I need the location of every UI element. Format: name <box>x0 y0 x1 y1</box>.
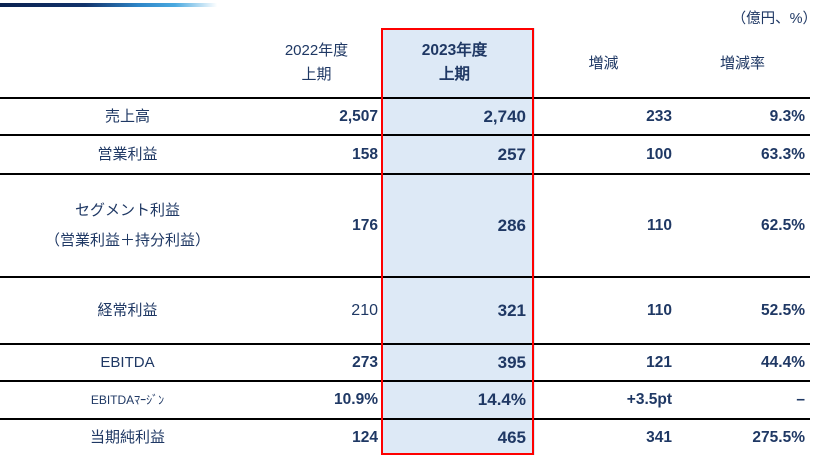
change-rate-value: 9.3% <box>769 107 805 125</box>
change-rate-value: 44.4% <box>761 353 805 371</box>
fy2022-value: 176 <box>352 216 378 234</box>
change-rate-value: – <box>796 391 805 408</box>
row-label: EBITDAﾏｰｼﾞﾝ <box>90 393 165 407</box>
change-rate-value: 275.5% <box>752 428 805 446</box>
header-fy2022: 2022年度 上期 <box>255 28 383 97</box>
row-label: 経常利益 <box>97 301 158 319</box>
row-label-line1: セグメント利益 <box>74 201 180 219</box>
fy2023-value: 286 <box>383 175 535 276</box>
table-row-ebitda-margin: EBITDAﾏｰｼﾞﾝ 10.9% 14.4% +3.5pt – <box>0 380 810 418</box>
fy2023-value: 257 <box>383 136 535 173</box>
header-fy2023-line1: 2023年度 <box>421 41 488 59</box>
fy2022-value: 10.9% <box>334 391 378 408</box>
fy2022-value: 2,507 <box>339 107 378 125</box>
row-label: 当期純利益 <box>89 428 165 446</box>
row-label-line2: （営業利益＋持分利益） <box>44 231 210 249</box>
table-row-net-income: 当期純利益 124 465 341 275.5% <box>0 418 810 455</box>
change-value: 341 <box>646 428 672 446</box>
header-empty-cell <box>0 28 255 97</box>
header-fy2022-line1: 2022年度 <box>284 41 349 59</box>
fy2022-value: 210 <box>351 301 378 319</box>
fy2023-value: 321 <box>383 278 535 343</box>
row-label: 売上高 <box>104 107 150 125</box>
change-rate-value: 63.3% <box>761 145 805 163</box>
fy2022-value: 124 <box>352 428 378 446</box>
change-value: 110 <box>646 301 672 319</box>
unit-note: （億円、%） <box>731 11 817 27</box>
table-header-row: 2022年度 上期 2023年度 上期 増減 増減率 <box>0 28 810 97</box>
fy2022-value: 158 <box>352 145 378 163</box>
change-rate-value: 62.5% <box>761 216 805 234</box>
change-value: +3.5pt <box>626 391 672 408</box>
change-value: 121 <box>646 353 672 371</box>
fy2023-value: 395 <box>383 345 535 380</box>
financial-results-table: 2022年度 上期 2023年度 上期 増減 増減率 売上高 2,507 2,7… <box>0 28 810 455</box>
row-label: セグメント利益 （営業利益＋持分利益） <box>0 175 255 276</box>
decorative-gradient-line <box>0 3 224 7</box>
fy2022-value: 273 <box>352 353 378 371</box>
change-rate-value: 52.5% <box>761 301 805 319</box>
row-label: 営業利益 <box>97 145 158 163</box>
header-fy2022-line2: 上期 <box>301 65 332 83</box>
header-change: 増減 <box>588 55 619 72</box>
table-row-ebitda: EBITDA 273 395 121 44.4% <box>0 343 810 380</box>
table-row-operating-income: 営業利益 158 257 100 63.3% <box>0 134 810 173</box>
change-value: 100 <box>646 145 672 163</box>
header-fy2023-line2: 上期 <box>438 65 470 83</box>
fy2023-value: 465 <box>383 420 535 455</box>
table-row-segment-income: セグメント利益 （営業利益＋持分利益） 176 286 110 62.5% <box>0 173 810 276</box>
table-row-ordinary-income: 経常利益 210 321 110 52.5% <box>0 276 810 343</box>
header-change-rate: 増減率 <box>719 55 765 72</box>
fy2023-value: 2,740 <box>383 99 535 134</box>
fy2023-value: 14.4% <box>383 382 535 418</box>
change-value: 233 <box>646 107 672 125</box>
change-value: 110 <box>646 216 672 234</box>
row-label: EBITDA <box>100 353 155 371</box>
header-fy2023: 2023年度 上期 <box>383 28 535 97</box>
table-row-net-sales: 売上高 2,507 2,740 233 9.3% <box>0 97 810 134</box>
